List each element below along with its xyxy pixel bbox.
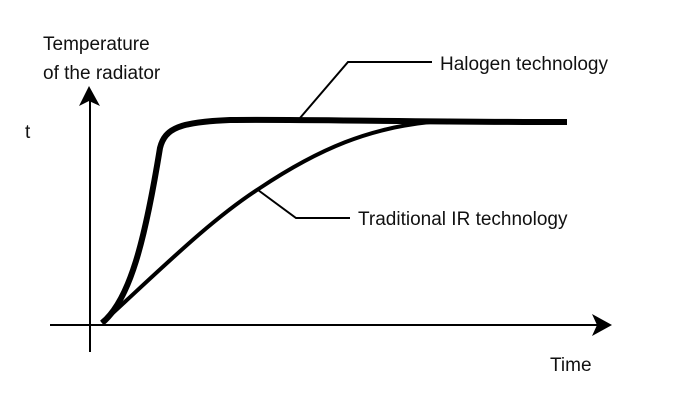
y-axis-label-line1: Temperature: [43, 34, 150, 55]
traditional-leader-line: [257, 189, 350, 219]
y-tick-t: t: [25, 122, 31, 143]
halogen-leader-line: [299, 61, 432, 119]
legend-traditional-ir: Traditional IR technology: [358, 209, 568, 230]
x-axis: [50, 314, 612, 336]
x-axis-label: Time: [550, 355, 592, 376]
x-axis-arrow: [592, 314, 612, 336]
legend-halogen: Halogen technology: [440, 54, 608, 75]
y-axis-label-line2: of the radiator: [43, 63, 161, 84]
y-axis: [79, 86, 100, 352]
y-axis-arrow: [79, 86, 100, 106]
series-halogen-line: [100, 116, 568, 326]
series-traditional-ir-line: [100, 120, 431, 325]
